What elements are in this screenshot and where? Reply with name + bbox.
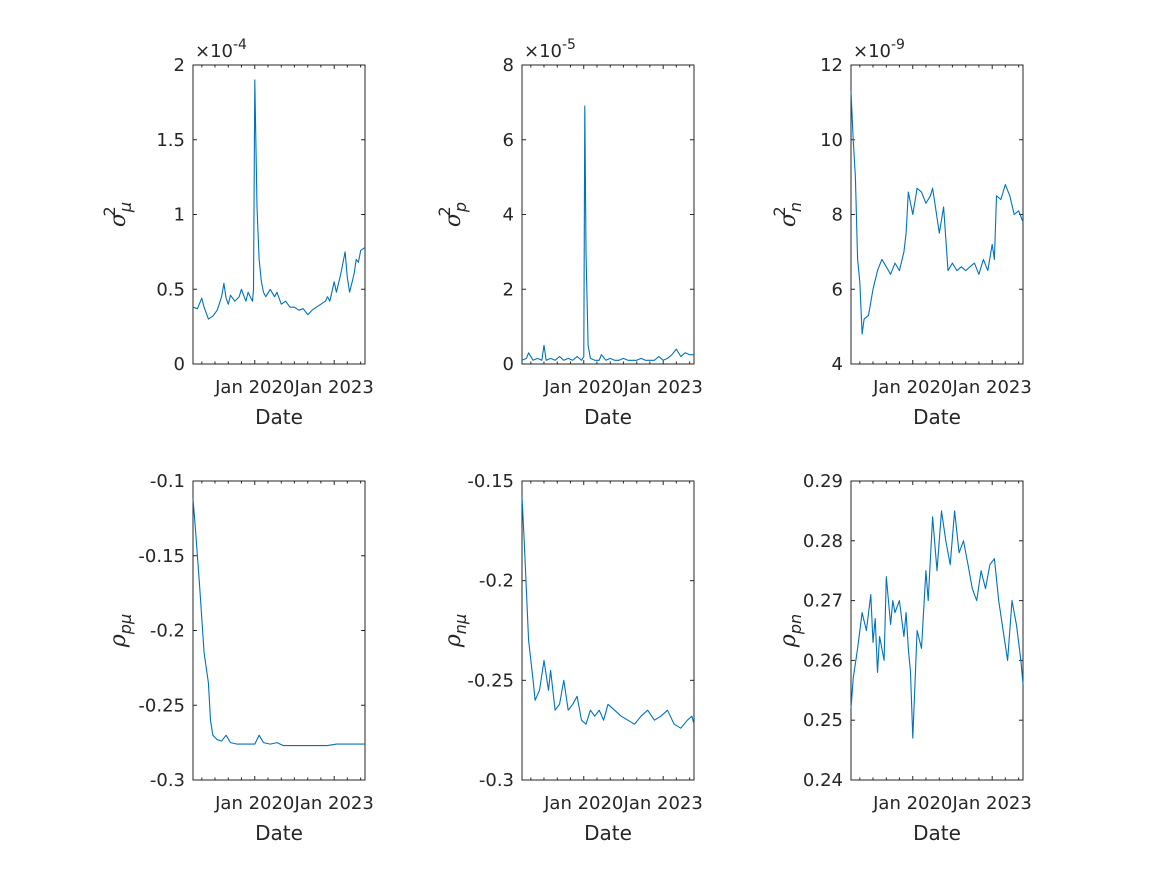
x-tick-label: Jan 2020 <box>543 793 623 814</box>
subplot-5: -0.3 -0.25 -0.2 -0.15 Jan 2020 Jan 2023 Date ρn… <box>441 471 703 845</box>
y-exponent-label: ×10-9 <box>853 37 905 62</box>
y-tick-label: 0.26 <box>803 650 843 671</box>
x-tick-label: Jan 2023 <box>294 377 374 398</box>
series-line <box>521 496 695 729</box>
y-tick-label: 6 <box>503 130 514 151</box>
y-tick-label: 2 <box>503 279 514 300</box>
y-axis-label-subscript: pμ <box>116 614 135 635</box>
y-tick-label: -0.2 <box>479 571 514 592</box>
y-tick-label: 0.29 <box>803 471 843 492</box>
y-exponent-value: -5 <box>562 37 576 53</box>
y-axis-label-subscript: μ <box>116 202 135 213</box>
y-tick-label: -0.25 <box>138 695 185 716</box>
x-tick-label: Jan 2020 <box>543 377 623 398</box>
y-axis-label-subscript: n <box>786 202 805 212</box>
y-exponent-value: -4 <box>233 37 247 53</box>
y-tick-label: -0.3 <box>479 770 514 791</box>
y-tick-label: 4 <box>503 205 514 226</box>
axes-frame <box>521 480 695 781</box>
y-tick-label: -0.15 <box>467 471 514 492</box>
axes-frame <box>192 480 366 781</box>
x-tick-label: Jan 2023 <box>294 793 374 814</box>
x-tick-label: Jan 2023 <box>952 377 1032 398</box>
y-exponent-label: ×10-5 <box>524 37 576 62</box>
y-exponent-label: ×10-4 <box>195 37 247 62</box>
x-tick-label: Jan 2020 <box>214 377 294 398</box>
y-tick-label: 8 <box>832 205 843 226</box>
y-axis-label-superscript: 2 <box>770 206 789 216</box>
y-axis-label: ρnμ <box>441 614 470 648</box>
subplot-4: -0.3 -0.25 -0.2 -0.15 -0.1 Jan 2020 Jan 2023 Da… <box>106 471 374 845</box>
y-tick-label: 6 <box>832 279 843 300</box>
y-tick-label: 4 <box>832 354 843 375</box>
series-line <box>192 79 366 320</box>
y-tick-label: 10 <box>820 130 843 151</box>
x-tick-label: Jan 2023 <box>623 793 703 814</box>
x-axis-label: Date <box>913 405 961 429</box>
y-tick-label: 0.5 <box>156 279 185 300</box>
y-tick-label: 8 <box>503 55 514 76</box>
axes-frame <box>192 64 366 365</box>
axes-frame <box>521 64 695 365</box>
y-tick-label: -0.3 <box>150 770 185 791</box>
y-axis-label: σμ <box>106 202 135 227</box>
y-axis-label-subscript: pn <box>786 614 805 635</box>
subplot-6: 0.24 0.25 0.26 0.27 0.28 0.29 Jan 2020 Jan 2023… <box>776 471 1032 845</box>
x-tick-label: Jan 2020 <box>214 793 294 814</box>
x-axis-label: Date <box>255 821 303 845</box>
y-tick-label: -0.1 <box>150 471 185 492</box>
x-axis-label: Date <box>255 405 303 429</box>
series-line <box>850 510 1024 739</box>
x-tick-label: Jan 2020 <box>872 377 952 398</box>
y-axis-label-subscript: nμ <box>451 614 470 634</box>
axes-frame <box>850 480 1024 781</box>
x-tick-label: Jan 2020 <box>872 793 952 814</box>
y-axis-label-subscript: p <box>451 202 470 213</box>
y-tick-label: 0 <box>503 354 514 375</box>
x-tick-label: Jan 2023 <box>952 793 1032 814</box>
x-axis-label: Date <box>584 405 632 429</box>
y-exponent-value: -9 <box>891 37 905 53</box>
y-axis-label-superscript: 2 <box>435 206 454 216</box>
x-tick-label: Jan 2023 <box>623 377 703 398</box>
y-tick-label: 1 <box>174 205 185 226</box>
y-tick-label: 1.5 <box>156 130 185 151</box>
series-line <box>850 91 1024 335</box>
series-line <box>192 498 365 747</box>
y-axis-label: ρpμ <box>106 614 135 648</box>
y-tick-label: 0.25 <box>803 710 843 731</box>
y-tick-label: 0.24 <box>803 770 843 791</box>
y-tick-label: 0.28 <box>803 531 843 552</box>
x-axis-label: Date <box>913 821 961 845</box>
y-tick-label: 12 <box>820 55 843 76</box>
series-line <box>521 105 694 361</box>
y-tick-label: 0.27 <box>803 591 843 612</box>
y-axis-label-superscript: 2 <box>100 206 119 216</box>
x-axis-label: Date <box>584 821 632 845</box>
y-tick-label: -0.25 <box>467 670 514 691</box>
y-tick-label: 2 <box>174 55 185 76</box>
y-tick-label: -0.2 <box>150 621 185 642</box>
y-tick-label: -0.15 <box>138 546 185 567</box>
y-axis-label: ρpn <box>776 614 805 648</box>
y-tick-label: 0 <box>174 354 185 375</box>
